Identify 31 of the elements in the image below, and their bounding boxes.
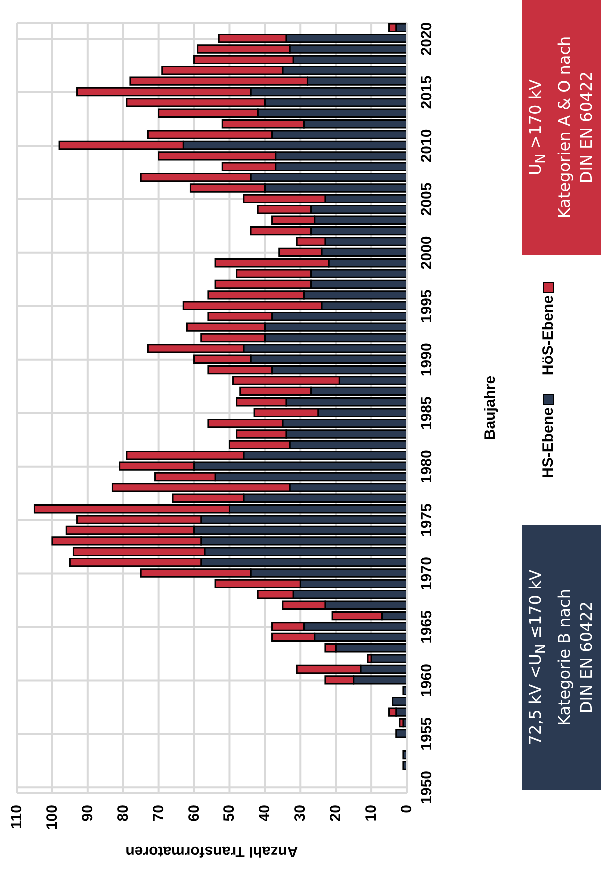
legend-label: HS-Ebene xyxy=(540,406,556,478)
x-tick-label: 90 xyxy=(79,805,96,822)
x-tick-label: 0 xyxy=(398,805,416,814)
legend-label: HöS-Ebene xyxy=(540,294,556,376)
y-tick-label: 2000 xyxy=(418,236,436,270)
y-tick-label: 1985 xyxy=(418,396,436,430)
y-tick-label: 1975 xyxy=(418,504,436,537)
y-tick-label: 2005 xyxy=(418,182,436,216)
y-tick-label: 1970 xyxy=(418,557,436,590)
x-tick-label: 40 xyxy=(256,805,274,822)
x-tick-label: 10 xyxy=(363,805,380,822)
x-tick-label: 70 xyxy=(150,805,168,822)
y-tick-label: 1995 xyxy=(418,290,436,324)
y-tick-label: 2020 xyxy=(418,22,436,56)
y-tick-label: 1960 xyxy=(418,664,436,698)
y-tick-label: 1990 xyxy=(418,343,436,377)
y-tick-label: 2010 xyxy=(418,129,436,163)
x-tick-label: 60 xyxy=(186,805,203,822)
x-tick-label: 20 xyxy=(328,805,345,822)
x-tick-label: 110 xyxy=(8,805,26,830)
y-tick-label: 1950 xyxy=(418,770,436,804)
x-axis-title: Anzahl Transformatoren xyxy=(124,842,300,862)
x-tick-label: 30 xyxy=(292,805,310,822)
x-tick-label: 100 xyxy=(44,805,61,830)
x-tick-label: 50 xyxy=(221,805,238,822)
y-tick-label: 1955 xyxy=(418,717,436,751)
x-tick-label: 80 xyxy=(114,805,132,822)
y-tick-label: 1980 xyxy=(418,450,436,484)
y-tick-label: 1965 xyxy=(418,610,436,644)
y-axis-title: Baujahre xyxy=(480,374,500,442)
y-tick-label: 2015 xyxy=(418,76,436,110)
